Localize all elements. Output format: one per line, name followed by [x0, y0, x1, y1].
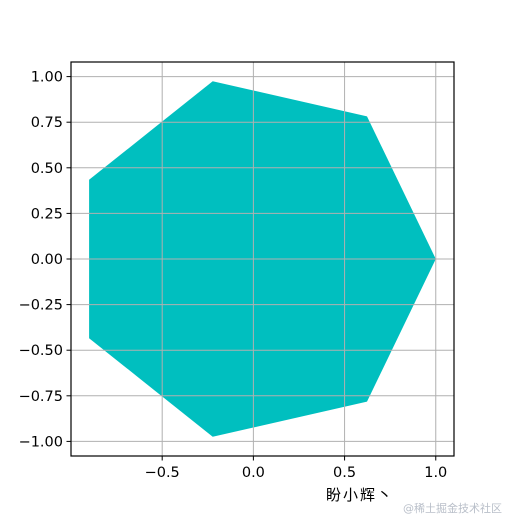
y-tick-label: −1.00	[19, 434, 63, 450]
y-tick-label: 1.00	[31, 70, 63, 86]
y-tick-label: −0.75	[19, 389, 63, 405]
y-tick-label: −0.50	[19, 343, 63, 359]
ticks: −0.5 0.0 0.5 1.0 1.00 0.75 0.50 0.25 0.00 −0.25 −0…	[19, 70, 448, 481]
x-tick-label: 1.0	[424, 465, 447, 481]
y-tick-label: 0.00	[31, 252, 63, 268]
y-tick-label: 0.50	[31, 161, 63, 177]
x-tick-label: 0.0	[242, 465, 265, 481]
x-tick-label: 0.5	[333, 465, 356, 481]
y-tick-label: 0.75	[31, 115, 63, 131]
y-tick-label: −0.25	[19, 298, 63, 314]
site-watermark: @稀土掘金技术社区	[403, 502, 502, 515]
y-tick-label: 0.25	[31, 206, 63, 222]
data-layer	[71, 62, 454, 456]
signature-watermark: 盼小辉丶	[326, 486, 395, 504]
x-tick-label: −0.5	[145, 465, 180, 481]
